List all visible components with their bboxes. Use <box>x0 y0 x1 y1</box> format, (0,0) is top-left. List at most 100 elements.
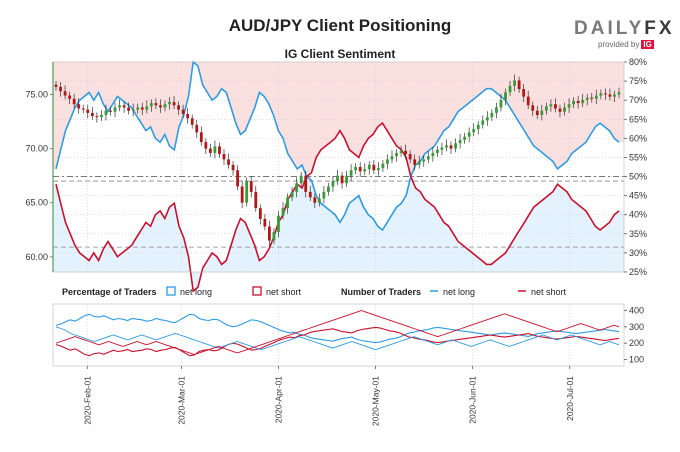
pct-tick-label: 40% <box>629 210 647 220</box>
legend-pct-long-swatch <box>166 286 176 296</box>
price-tick-label: 65.00 <box>25 198 48 208</box>
candle-body <box>349 170 353 176</box>
candle-body <box>272 231 276 241</box>
candle-body <box>481 120 485 125</box>
candle-body <box>227 159 230 165</box>
candle-body <box>413 159 417 165</box>
candle-body <box>295 183 299 192</box>
candle-body <box>63 91 67 96</box>
candle-body <box>100 115 103 118</box>
candle-body <box>472 129 476 133</box>
pct-tick-label: 65% <box>629 114 647 124</box>
x-tick-label: 2020-Jun-01 <box>468 376 478 424</box>
pct-tick-label: 35% <box>629 229 647 239</box>
candle-body <box>458 139 462 144</box>
candle-body <box>395 152 398 157</box>
candle-body <box>590 97 594 99</box>
candle-body <box>617 92 621 95</box>
candle-body <box>72 98 76 105</box>
candle-body <box>603 93 607 95</box>
candle-body <box>376 168 380 171</box>
candle-body <box>576 100 580 104</box>
candle-body <box>563 107 566 112</box>
x-tick-label: 2020-Apr-01 <box>274 376 284 424</box>
candle-body <box>435 149 439 153</box>
candle-body <box>195 124 199 133</box>
candle-body <box>354 167 358 171</box>
candle-body <box>290 191 294 198</box>
candle-body <box>118 105 121 108</box>
candle-body <box>440 147 444 150</box>
price-tick-label: 70.00 <box>25 144 48 154</box>
legend-num-long-label: net long <box>443 287 475 297</box>
candle-body <box>122 105 126 108</box>
bottom-num-long-line <box>55 326 620 351</box>
num-tick-label: 100 <box>629 354 644 364</box>
candle-body <box>231 164 235 171</box>
candle-body <box>258 208 262 219</box>
net-short-line <box>55 121 620 293</box>
num-tick-label: 400 <box>629 306 644 316</box>
candle-body <box>585 97 589 100</box>
candle-body <box>399 150 403 153</box>
candle-body <box>186 113 190 119</box>
candle-body <box>549 104 553 107</box>
candle-body <box>90 112 94 117</box>
candle-body <box>95 116 99 118</box>
candle-body <box>236 170 240 187</box>
candle-body <box>390 156 394 160</box>
candle-body <box>104 110 108 116</box>
num-tick-label: 300 <box>629 322 644 332</box>
candle-body <box>109 110 112 112</box>
logo-daily: DAILY <box>574 18 645 39</box>
pct-tick-label: 55% <box>629 152 647 162</box>
chart-title: AUD/JPY Client Positioning <box>228 16 452 35</box>
candle-body <box>531 105 535 111</box>
candle-body <box>544 106 548 111</box>
num-tick-label: 200 <box>629 338 644 348</box>
candle-body <box>304 175 308 192</box>
bottom-pct-long-line <box>55 313 620 344</box>
candle-body <box>504 92 507 100</box>
candle-body <box>286 197 289 209</box>
candle-body <box>277 215 280 232</box>
candle-body <box>263 218 267 227</box>
price-tick-label: 75.00 <box>25 89 48 99</box>
net-long-line <box>55 60 620 232</box>
candle-body <box>476 124 480 130</box>
chart-subtitle: IG Client Sentiment <box>284 47 396 61</box>
candle-body <box>340 175 344 184</box>
bottom-num-short-line <box>55 310 620 356</box>
candle-body <box>199 132 203 143</box>
candle-body <box>513 80 516 86</box>
bottom-pct-short-line <box>55 326 620 357</box>
candle-body <box>345 175 348 184</box>
candle-body <box>358 167 362 172</box>
candle-body <box>558 108 562 112</box>
candle-body <box>485 117 489 121</box>
legend-num-title: Number of Traders <box>341 287 421 297</box>
candle-body <box>140 107 144 110</box>
candle-body <box>177 105 180 110</box>
logo-provided-by: provided by <box>598 40 640 49</box>
candle-body <box>145 106 149 110</box>
candle-body <box>113 107 117 112</box>
logo-fx: FX <box>644 18 675 39</box>
candle-body <box>331 181 335 187</box>
candle-body <box>417 161 421 165</box>
candle-body <box>136 107 140 110</box>
candle-body <box>372 164 376 171</box>
candle-body <box>299 175 303 184</box>
candle-body <box>517 80 521 90</box>
candle-body <box>567 104 571 108</box>
candle-body <box>149 103 153 107</box>
candle-body <box>599 93 603 96</box>
candle-body <box>81 108 85 110</box>
pct-tick-label: 25% <box>629 267 647 277</box>
pct-tick-label: 70% <box>629 95 647 105</box>
candle-body <box>168 102 171 105</box>
x-tick-label: 2020-May-01 <box>371 376 381 426</box>
logo-ig-badge: IG <box>641 40 654 49</box>
candle-body <box>190 118 194 125</box>
